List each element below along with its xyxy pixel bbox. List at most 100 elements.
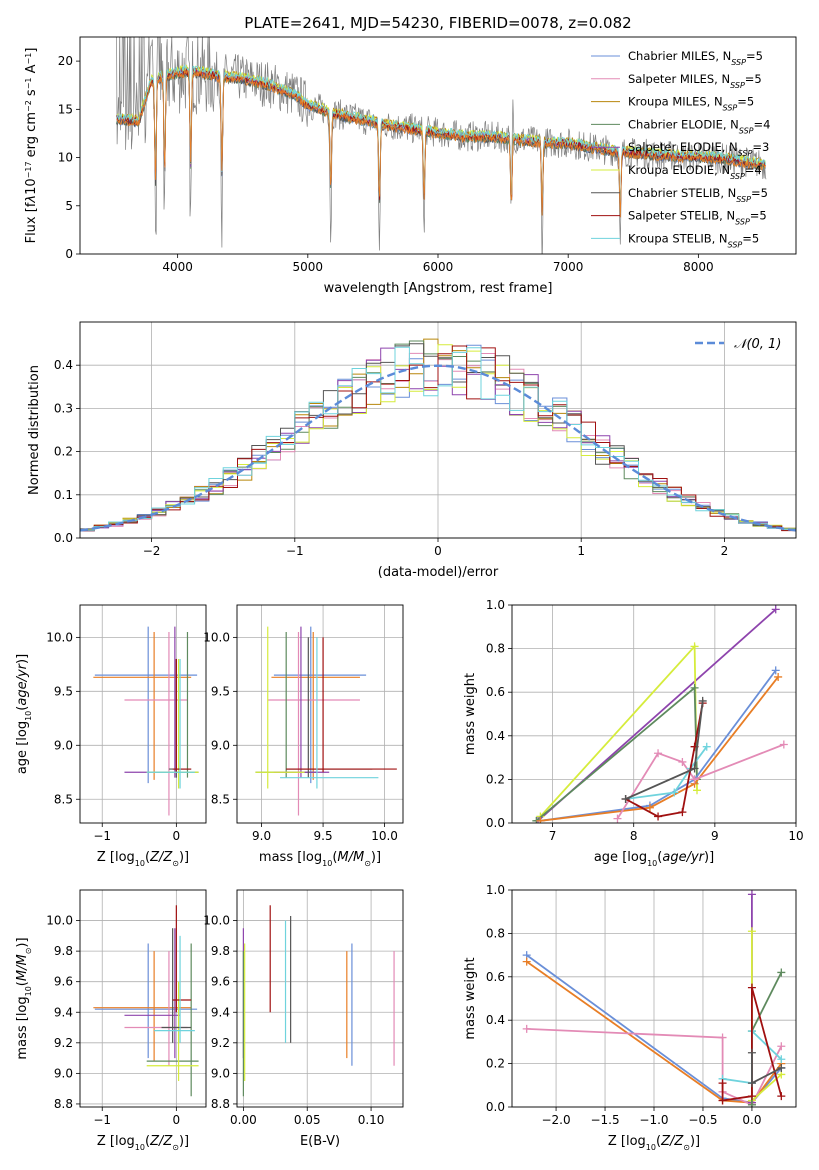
x-tick-label: 10.0 [371,829,398,843]
weight-marker [678,808,687,817]
weight-marker [645,803,654,812]
y-tick-label: 0.0 [54,531,73,545]
weight-marker [536,816,545,823]
weight-marker [777,1063,786,1072]
y-tick-label: 0.8 [486,926,505,940]
plot-area [116,37,767,254]
weight-series [625,746,708,800]
x-tick-label: −2 [143,544,161,558]
weight-marker [522,1024,531,1033]
y-tick-label: 0.6 [486,685,505,699]
y-tick-label: 20 [58,54,73,68]
x-tick-label: 7000 [553,260,584,274]
x-axis-label: Z [log10(Z/Z⊙)] [97,1134,189,1152]
panel-3: −1 0 8.5 9.0 9.5 10.0 Z [log10(Z/Z⊙)] age [log1… [15,604,207,868]
plot-area [532,605,788,823]
x-axis-label: age [log10(age/yr)] [594,850,714,868]
weight-marker [779,740,788,749]
y-axis-label: Flux [fλ10−17 erg cm−2 s−1 A−1] [24,48,40,244]
weight-marker [698,696,707,705]
y-tick-label: 0.0 [486,816,505,830]
weight-marker [670,788,679,797]
x-axis-label: E(B-V) [300,1134,340,1149]
y-tick-label: 9.0 [54,738,73,752]
y-tick-label: 15 [58,102,73,116]
plot-area [255,626,397,816]
y-tick-label: 10 [58,151,73,165]
y-tick-label: 10.0 [203,914,230,928]
panel-5: 7 8 9 10 0.0 0.2 0.4 0.6 0.8 1.0 age [log10(age/yr… [463,598,804,868]
weight-marker [777,1092,786,1101]
weight-marker [690,775,699,784]
x-tick-label: 6000 [423,260,454,274]
y-tick-label: 8.5 [54,792,73,806]
y-tick-label: 9.2 [211,1036,230,1050]
y-tick-label: 9.0 [211,738,230,752]
x-tick-label: 0.00 [230,1113,257,1127]
y-tick-label: 9.2 [54,1036,73,1050]
weight-marker [718,1096,727,1105]
weight-marker [654,812,663,821]
y-tick-label: 9.5 [54,684,73,698]
x-tick-label: −0.5 [688,1113,717,1127]
x-tick-label: 8 [630,829,638,843]
y-tick-label: 0.4 [54,358,73,372]
weight-marker [777,1055,786,1064]
y-tick-label: 9.6 [54,975,73,989]
x-tick-label: 10 [788,829,803,843]
y-tick-label: 0.6 [486,970,505,984]
y-tick-label: 9.5 [211,684,230,698]
weight-marker [747,890,756,899]
histogram-series [80,345,796,532]
model-spectrum [116,63,766,215]
model-spectrum [116,69,766,218]
weight-marker [777,1042,786,1051]
x-tick-label: 7 [549,829,557,843]
y-tick-label: 0.4 [486,1013,505,1027]
y-axis-label: age [log10(age/yr)] [15,654,33,774]
weight-marker [621,795,630,804]
axes-frame [79,321,797,539]
y-tick-label: 9.0 [54,1066,73,1080]
y-axis-label: mass [log10(M/M⊙)] [15,937,33,1059]
weight-series [526,954,782,1104]
x-tick-label: −1 [93,829,111,843]
x-tick-label: 0 [434,544,442,558]
y-tick-label: 9.8 [211,944,230,958]
weight-marker [690,642,699,651]
x-tick-label: −2.0 [541,1113,570,1127]
x-axis-label: Z [log10(Z/Z⊙)] [97,850,189,868]
legend-label: 𝒩(0, 1) [734,337,781,352]
weight-marker [771,605,780,614]
plot-area [242,905,395,1097]
y-tick-label: 1.0 [486,598,505,612]
x-tick-label: 0.10 [358,1113,385,1127]
figure-title: PLATE=2641, MJD=54230, FIBERID=0078, z=0… [244,14,631,32]
legend: 𝒩(0, 1) [695,337,781,352]
panel-4: 9.0 9.5 10.0 8.5 9.0 9.5 10.0 mass [log10(M/M⊙)… [203,604,404,868]
panel-6: −1 0 8.8 9.0 9.2 9.4 9.6 9.8 10.0 Z [log10(Z/Z⊙)]… [15,889,207,1152]
x-axis-label: wavelength [Angstrom, rest frame] [324,281,553,296]
axes-frame [236,604,404,824]
weight-marker [774,672,783,681]
normal-curve [80,364,796,532]
legend-label: Chabrier STELIB, NSSP=5 [628,186,768,204]
y-tick-label: 0.1 [54,488,73,502]
x-tick-label: 0 [173,829,181,843]
x-tick-label: 5000 [293,260,324,274]
legend-label: Kroupa STELIB, NSSP=5 [628,231,759,249]
y-tick-label: 1.0 [486,883,505,897]
y-tick-label: 0 [65,247,73,261]
legend-label: Salpeter MILES, NSSP=5 [628,72,762,90]
axes-frame [79,604,207,824]
weight-marker [702,742,711,751]
x-tick-label: 9.0 [252,829,271,843]
panel-1: 4000 5000 6000 7000 8000 0 5 10 15 20 wavelength [… [24,36,797,296]
x-tick-label: −1.5 [590,1113,619,1127]
weight-marker [747,1079,756,1088]
y-tick-label: 9.4 [54,1005,73,1019]
x-axis-label: (data-model)/error [378,565,499,580]
weight-marker [718,1033,727,1042]
x-tick-label: 2 [721,544,729,558]
